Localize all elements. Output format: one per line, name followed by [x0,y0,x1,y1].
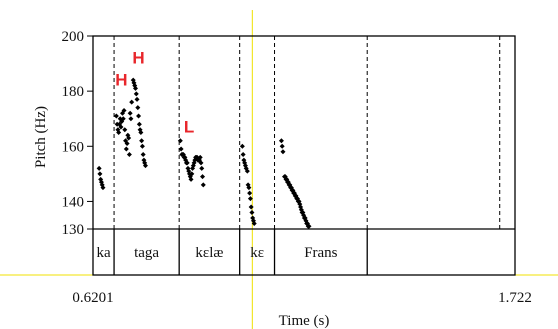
pitch-point [247,190,253,196]
interval-label: kɛ [250,245,264,261]
x-axis-title: Time (s) [279,313,330,329]
tone-labels: HH L [115,49,194,137]
y-axis-title: Pitch (Hz) [33,106,49,168]
pitch-point [134,96,140,102]
pitch-point [142,163,148,169]
tone-label: H [115,71,127,90]
pitch-point [184,160,190,166]
pitch-point [188,176,194,182]
pitch-point [122,127,128,133]
pitch-point [197,154,203,160]
pitch-point [200,174,206,180]
pitch-point [139,138,145,144]
x-tick-label-end: 1.722 [498,290,532,306]
pitch-point [118,124,124,130]
interval-label: ka [96,245,111,261]
y-tick-label: 130 [62,222,85,238]
pitch-point [116,130,122,135]
pitch-point [248,204,254,210]
x-tick-label-start: 0.6201 [72,290,113,306]
plot-frame [92,35,516,276]
pitch-point [127,110,133,116]
interval-label: taga [134,245,159,261]
pitch-points [96,77,312,229]
pitch-point [124,141,130,147]
pitch-point [135,105,141,111]
pitch-point [198,160,204,166]
interval-label: Frans [304,245,337,261]
pitch-point [306,223,312,229]
pitch-point [113,113,119,119]
pitch-point [126,135,132,141]
pitch-point [280,149,286,155]
pitch-point [97,171,103,177]
pitch-point [100,185,106,191]
pitch-point [279,143,285,149]
y-tick-label: 200 [62,29,85,45]
pitch-point [133,91,139,97]
pitch-point [128,116,134,122]
pitch-point [178,146,184,152]
y-tick-label: 180 [62,84,85,100]
text-tier: ka taga kɛlæ kɛ Frans [96,245,337,261]
pitch-point [244,168,250,174]
y-axis-ticks: 130 140 160 180 200 [62,29,93,238]
pitch-point [120,116,126,122]
y-tick-label: 140 [62,194,85,210]
pitch-point [177,138,183,144]
pitch-point [129,99,135,105]
pitch-point [189,171,195,177]
pitch-point [136,121,142,127]
pitch-point [133,85,139,91]
pitch-point [247,196,253,202]
pitch-point [239,143,245,149]
pitch-point [240,152,246,158]
tone-label: H [132,49,144,68]
pitch-point [140,152,146,158]
pitch-point [278,138,284,144]
pitch-point [200,182,206,188]
pitch-point [123,146,129,152]
pitch-point [121,107,127,113]
pitch-point [246,185,252,191]
pitch-point [199,165,205,171]
pitch-point [136,113,142,119]
pitch-point [126,152,132,158]
interval-label: kɛlæ [195,245,223,261]
pitch-point [138,130,144,135]
pitch-point [249,209,255,215]
y-tick-label: 160 [62,139,85,155]
interval-boundaries [113,36,501,275]
pitch-point [139,143,145,149]
pitch-point [96,165,102,171]
tone-label: L [184,118,194,137]
pitch-point [251,220,257,226]
